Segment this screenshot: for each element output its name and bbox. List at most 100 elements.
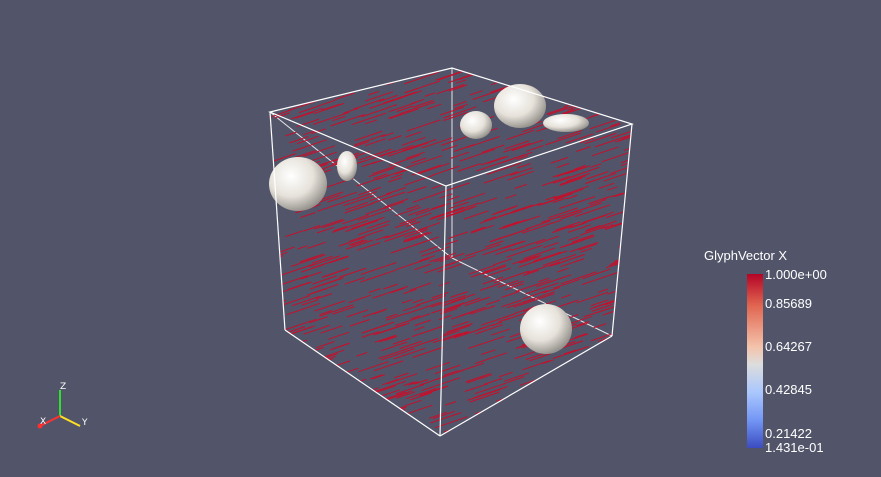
vector-glyph — [563, 408, 576, 414]
vector-glyph — [327, 191, 358, 203]
vector-glyph — [503, 221, 520, 228]
vector-glyph — [297, 354, 319, 363]
cube-outline-front — [268, 67, 634, 437]
vector-glyph — [491, 72, 526, 86]
vector-glyph — [631, 342, 632, 350]
vector-glyph — [598, 362, 621, 372]
vector-glyph — [612, 192, 624, 197]
vector-glyphs — [270, 68, 632, 435]
vector-glyph — [555, 221, 581, 231]
vector-glyph — [561, 294, 572, 299]
vector-glyph — [552, 345, 590, 359]
vector-glyph — [319, 310, 333, 316]
vector-glyph — [271, 153, 296, 162]
cube-outline-back — [269, 68, 613, 337]
vector-glyph — [349, 229, 384, 242]
vector-glyph — [529, 408, 557, 419]
color-legend-tick: 0.21422 — [765, 426, 812, 441]
vector-glyph — [442, 364, 461, 372]
vector-glyph — [298, 105, 320, 114]
vector-glyph — [448, 74, 473, 84]
vector-glyph — [382, 416, 395, 422]
vector-glyph — [568, 222, 585, 229]
vector-glyph — [609, 339, 632, 351]
vector-glyph — [408, 381, 419, 386]
vector-glyph — [611, 251, 632, 265]
vector-glyph — [388, 113, 401, 119]
vector-glyph — [544, 79, 568, 88]
vector-glyph — [405, 155, 443, 169]
vector-glyph — [408, 207, 430, 216]
vector-glyph — [384, 335, 398, 341]
vector-glyph — [603, 168, 632, 182]
vector-glyph — [384, 230, 416, 242]
vector-glyph — [482, 276, 504, 285]
axis-z-label: Z — [60, 382, 67, 392]
vector-glyph — [521, 222, 553, 234]
vector-glyph — [342, 214, 369, 225]
vector-glyph — [469, 391, 500, 403]
vector-glyph — [610, 128, 632, 139]
color-legend-tick: 0.85689 — [765, 296, 812, 311]
vector-glyph — [556, 426, 580, 435]
vector-glyph — [553, 185, 589, 199]
vector-glyph — [622, 229, 632, 241]
vector-glyph — [297, 401, 317, 409]
vector-glyph — [320, 376, 332, 382]
vector-glyph — [576, 146, 591, 152]
vector-glyph — [598, 182, 615, 189]
vector-glyph — [445, 401, 457, 406]
vector-glyph — [586, 177, 603, 184]
vector-glyph — [312, 392, 325, 398]
vector-glyph — [441, 297, 466, 307]
vector-glyph — [419, 385, 449, 397]
vector-glyph — [600, 370, 624, 380]
vector-glyph — [530, 417, 561, 429]
vector-glyph — [404, 229, 428, 238]
vector-glyph — [337, 68, 372, 81]
vector-glyph — [289, 136, 309, 144]
vector-glyph — [485, 68, 513, 74]
vector-glyph — [547, 105, 576, 116]
vector-glyph — [538, 277, 550, 283]
vector-glyph — [569, 388, 606, 402]
vector-glyph — [446, 195, 460, 201]
vector-glyph — [590, 377, 610, 385]
vector-glyph — [448, 231, 469, 239]
vector-glyph — [435, 182, 470, 195]
color-legend: GlyphVector X 1.000e+00 0.85689 0.64267 … — [704, 248, 864, 458]
vector-glyph — [627, 212, 632, 224]
vector-glyph — [321, 103, 340, 111]
vector-glyph — [299, 257, 314, 263]
vector-glyph — [313, 68, 327, 74]
vector-glyph — [521, 77, 537, 83]
color-legend-tick: 0.42845 — [765, 382, 812, 397]
vector-glyph — [527, 401, 561, 414]
vector-glyph — [585, 70, 610, 80]
vector-glyph — [270, 255, 283, 261]
vector-glyph — [399, 340, 423, 350]
vector-glyph — [585, 214, 607, 223]
vector-glyph — [412, 298, 424, 304]
vector-glyph — [338, 236, 366, 247]
vector-glyph — [466, 136, 500, 149]
vector-glyph — [522, 289, 548, 300]
vector-glyph — [483, 378, 502, 385]
axis-x-label: X — [40, 417, 47, 427]
vector-glyph — [592, 378, 610, 385]
vector-glyph — [493, 206, 516, 215]
vector-glyph — [486, 162, 522, 175]
vector-glyph — [550, 372, 586, 385]
vector-glyph — [314, 218, 344, 230]
vector-glyph — [476, 68, 491, 74]
vector-glyph — [525, 220, 551, 230]
vector-glyph — [543, 242, 559, 249]
vector-glyph — [404, 399, 422, 407]
vector-glyph — [425, 361, 451, 371]
vector-glyph — [358, 361, 389, 373]
vector-glyph — [574, 68, 600, 76]
vector-glyph — [595, 89, 620, 99]
vector-glyph — [580, 355, 615, 368]
